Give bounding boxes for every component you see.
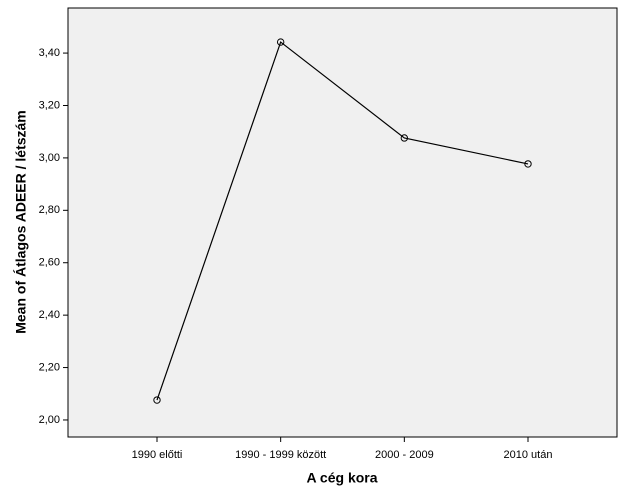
point [400,134,409,142]
x-tick-label: 2000 - 2009 [375,449,434,461]
x-axis-title: A cég kora [306,470,377,486]
x-tick-label: 1990 - 1999 között [235,449,326,461]
point [276,38,285,46]
y-tick-label: 2,80 [39,204,60,216]
y-tick-label: 2,40 [39,309,60,321]
plot-area [67,7,618,438]
point [153,396,161,404]
point [524,160,532,168]
y-tick-label: 3,20 [39,99,60,111]
y-tick-label: 2,00 [39,414,60,426]
y-tick-label: 2,60 [39,257,60,269]
y-tick-label: 2,20 [39,361,60,373]
y-tick-label: 3,00 [39,152,60,164]
line [156,41,529,401]
x-tick-label: 2010 után [504,449,553,461]
x-tick-label: 1990 előtti [132,449,183,461]
y-axis-title: Mean of Átlagos ADEER / létszám [13,110,29,334]
y-tick-label: 3,40 [39,47,60,59]
